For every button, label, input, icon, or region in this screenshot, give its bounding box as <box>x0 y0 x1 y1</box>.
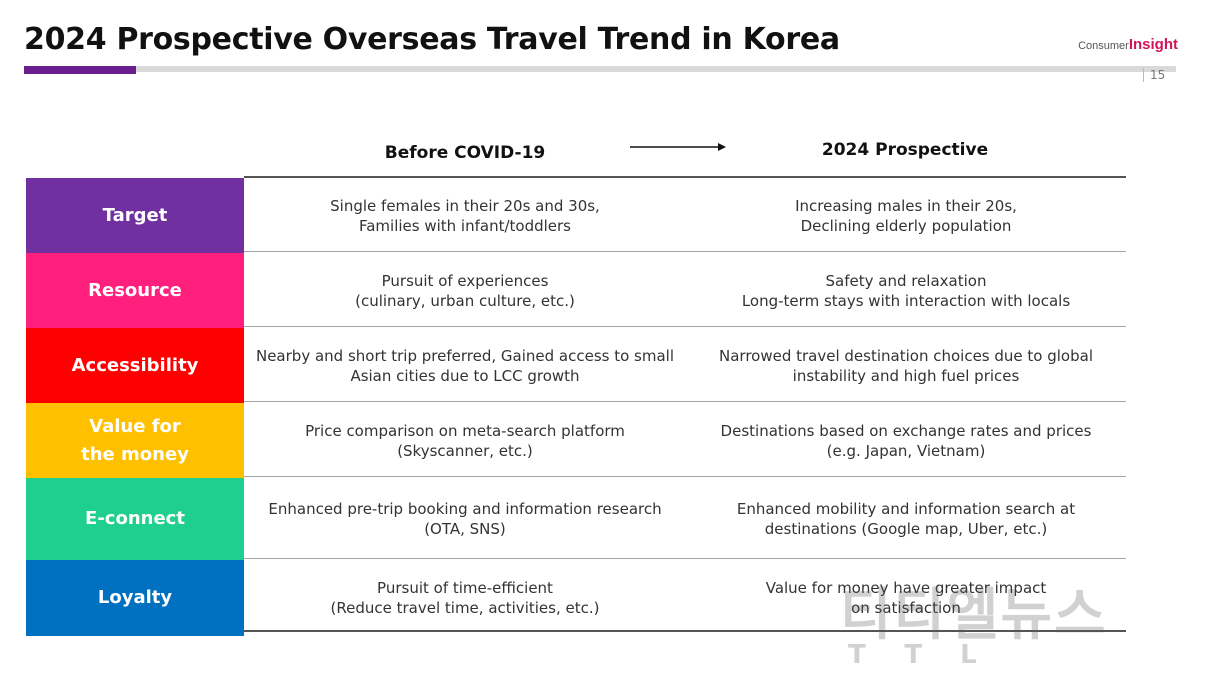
row-label: Accessibility <box>26 328 244 403</box>
brand-logo: ConsumerInsight <box>1078 36 1178 53</box>
table-row: Target Single females in their 20s and 30… <box>26 178 1126 253</box>
before-cell: Enhanced pre-trip booking and informatio… <box>268 500 662 538</box>
title-rule-accent <box>24 66 136 74</box>
watermark-sub: TTL <box>848 640 1015 670</box>
watermark: 티티엘뉴스 <box>840 583 1108 648</box>
after-cell: Enhanced mobility and information search… <box>736 500 1076 538</box>
row-divider <box>244 176 1126 178</box>
row-divider <box>244 558 1126 559</box>
before-cell: Pursuit of experiences (culinary, urban … <box>355 271 575 310</box>
after-cell: Value for money have greater impact on s… <box>765 579 1047 617</box>
page-title: 2024 Prospective Overseas Travel Trend i… <box>24 22 840 57</box>
before-cell: Pursuit of time-efficient (Reduce travel… <box>330 579 600 617</box>
table-row: E-connect Enhanced pre-trip booking and i… <box>26 478 1126 560</box>
column-header-after: 2024 Prospective <box>821 140 989 160</box>
row-divider <box>244 401 1126 402</box>
after-cell: Increasing males in their 20s, Declining… <box>795 196 1017 235</box>
before-cell: Price comparison on meta-search platform… <box>305 421 625 460</box>
title-rule <box>24 66 1176 72</box>
logo-brand: Insight <box>1128 36 1178 53</box>
row-divider <box>244 630 1126 632</box>
row-label: E-connect <box>26 478 244 560</box>
row-divider <box>244 326 1126 327</box>
after-cell: Destinations based on exchange rates and… <box>720 421 1092 460</box>
table-row: Loyalty Pursuit of time-efficient (Reduce… <box>26 560 1126 636</box>
logo-prefix: Consumer <box>1078 40 1129 52</box>
table-row: Value for the money Price comparison on m… <box>26 403 1126 478</box>
row-divider <box>244 476 1126 477</box>
page-number: 15 <box>1143 68 1165 82</box>
row-label: Target <box>26 178 244 253</box>
column-header-before: Before COVID-19 <box>384 143 546 163</box>
before-cell: Nearby and short trip preferred, Gained … <box>255 346 674 385</box>
table-row: Resource Pursuit of experiences (culinary… <box>26 253 1126 328</box>
row-divider <box>244 251 1126 252</box>
after-cell: Safety and relaxation Long-term stays wi… <box>741 271 1071 310</box>
row-label: Loyalty <box>26 560 244 636</box>
row-label: Resource <box>26 253 244 328</box>
table-row: Accessibility Nearby and short trip prefe… <box>26 328 1126 403</box>
arrow-right-icon <box>630 143 726 151</box>
after-cell: Narrowed travel destination choices due … <box>719 346 1093 385</box>
row-label: Value for the money <box>26 403 244 478</box>
before-cell: Single females in their 20s and 30s, Fam… <box>330 196 600 235</box>
